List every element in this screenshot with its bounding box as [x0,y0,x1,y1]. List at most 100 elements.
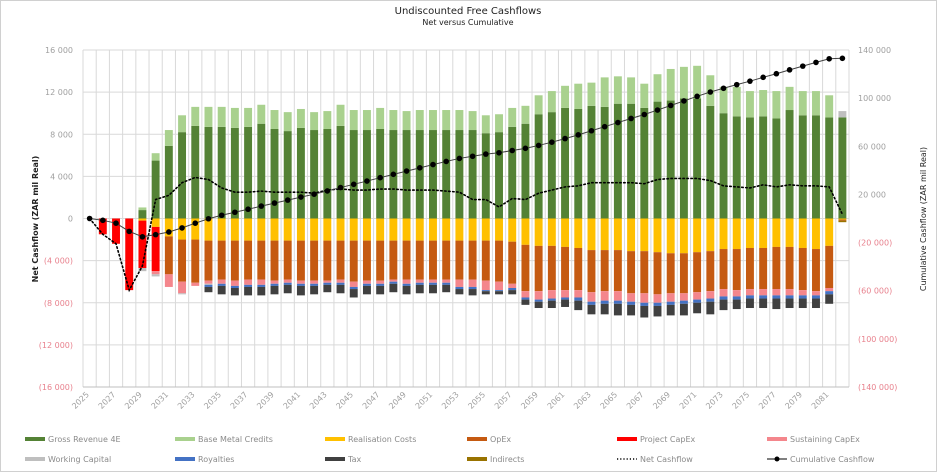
bar-segment-opex [521,244,530,292]
bar-segment-tax [600,303,609,315]
bar-segment-royalties [825,291,834,295]
cumulative-cashflow-point [192,220,199,226]
bar-segment-base-metal-credits [600,77,609,107]
bar-segment-realisation-costs [244,218,253,241]
x-tick-label: 2041 [282,390,303,411]
y2-tick-label: 20 000 [858,190,886,199]
bar-segment-sustaining-capex [468,279,477,287]
bar-segment-opex [349,240,358,282]
cumulative-cashflow-point [681,98,687,104]
cumulative-cashflow-point [258,203,265,209]
bar-segment-realisation-costs [283,218,292,241]
bar-segment-base-metal-credits [362,110,371,131]
bar-segment-tax [693,302,702,314]
bar-segment-tax [785,298,794,309]
bar-segment-realisation-costs [653,218,662,253]
bar-segment-tax [402,285,411,295]
bar-segment-base-metal-credits [574,83,583,109]
cumulative-cashflow-point [483,151,489,157]
bar-segment-royalties [706,298,715,302]
bar-segment-opex [257,240,266,280]
bar-segment-sustaining-capex [534,291,543,300]
bar-segment-tax [283,284,292,294]
cumulative-cashflow-point [152,231,159,238]
bar-segment-opex [587,250,596,293]
bar-segment-tax [561,299,570,307]
cumulative-cashflow-point [813,59,819,66]
bar-segment-tax [732,299,741,310]
bar-segment-sustaining-capex [257,279,266,285]
bar-segment-tax [468,289,477,296]
bar-segment-gross-revenue-4e [204,126,213,219]
x-tick-label: 2055 [466,390,487,411]
bar-segment-opex [772,246,781,290]
bar-segment-tax [362,285,371,295]
bar-segment-base-metal-credits [772,91,781,119]
cumulative-cashflow-point [615,119,621,126]
bar-segment-sustaining-capex [574,290,583,298]
bar-segment-tax [204,286,213,293]
x-tick-label: 2047 [361,390,382,411]
cumulative-cashflow-point [126,228,133,235]
bar-segment-tax [389,283,398,293]
bar-segment-base-metal-credits [191,106,200,126]
bar-segment-base-metal-credits [230,107,239,128]
bar-segment-opex [204,240,213,281]
bar-segment-realisation-costs [679,218,688,254]
bar-segment-opex [429,240,437,280]
x-tick-label: 2081 [810,390,831,411]
bar-segment-tax [217,285,226,295]
bar-segment-sustaining-capex [679,293,688,301]
bar-segment-opex [244,240,253,280]
bar-segment-sustaining-capex [191,282,200,286]
cumulative-cashflow-point [496,149,502,156]
x-tick-label: 2071 [678,390,699,411]
bar-segment-gross-revenue-4e [521,123,530,219]
bar-segment-gross-revenue-4e [164,145,173,219]
x-tick-label: 2049 [387,390,408,411]
y2-tick-label: 100 000 [858,94,891,103]
bar-segment-tax [587,304,596,315]
cumulative-cashflow-point [469,153,476,160]
bar-segment-sustaining-capex [785,289,794,296]
cumulative-cashflow-point [311,191,317,197]
cumulative-cashflow-point [430,161,436,168]
cumulative-cashflow-line [89,57,843,238]
bar-segment-royalties [230,285,239,289]
bar-segment-realisation-costs [561,218,570,247]
cumulative-cashflow-point [443,158,449,165]
bar-segment-royalties [495,290,503,292]
cumulative-cashflow-point [350,181,357,188]
legend-swatch [467,437,487,441]
bar-segment-realisation-costs [732,218,741,250]
bar-segment-base-metal-credits [415,110,424,131]
legend-swatch [467,457,487,461]
bar-segment-base-metal-credits [613,76,622,104]
bar-segment-opex [164,236,173,275]
bar-segment-gross-revenue-4e [244,126,253,219]
bar-segment-working-capital [138,267,147,272]
bar-segment-opex [732,249,741,291]
bar-segment-tax [310,285,319,295]
bar-segment-opex [613,250,622,292]
bar-segment-royalties [679,300,688,304]
bar-segment-sustaining-capex [217,279,226,284]
bar-segment-royalties [296,283,305,286]
bar-segment-tax [376,285,385,295]
bar-segment-gross-revenue-4e [706,105,715,219]
bar-segment-realisation-costs [640,218,649,252]
bar-segment-base-metal-credits [204,106,213,127]
bar-segment-sustaining-capex [323,280,332,283]
bar-segment-base-metal-credits [785,86,794,111]
cumulative-cashflow-point [575,132,582,138]
bar-segment-tax [495,291,503,295]
bar-segment-sustaining-capex [666,293,675,302]
bar-segment-sustaining-capex [653,294,662,303]
bar-segment-royalties [376,283,385,286]
x-tick-label: 2075 [731,390,752,411]
bar-segment-opex [508,241,517,284]
bar-segment-royalties [693,299,702,303]
bar-segment-base-metal-credits [679,66,688,99]
bar-segment-realisation-costs [825,218,834,246]
bar-segment-sustaining-capex [244,279,253,285]
